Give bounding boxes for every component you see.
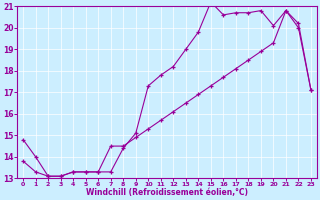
X-axis label: Windchill (Refroidissement éolien,°C): Windchill (Refroidissement éolien,°C) [86, 188, 248, 197]
